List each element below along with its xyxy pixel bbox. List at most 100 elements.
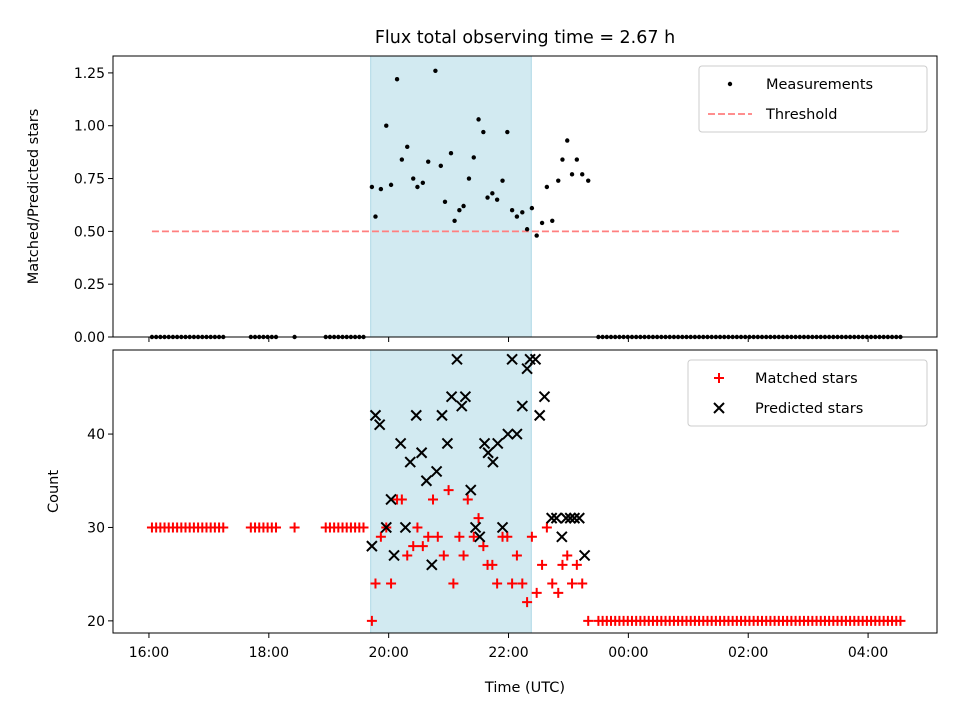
measurement-point — [520, 210, 525, 215]
measurement-point — [373, 214, 378, 219]
measurement-point — [466, 176, 472, 181]
predicted-star-point — [436, 409, 448, 422]
predicted-star-point — [529, 353, 542, 366]
measurement-point — [539, 220, 545, 226]
measurement-point — [529, 205, 535, 211]
matched-star-point — [562, 550, 573, 561]
matched-star-point — [443, 485, 454, 496]
matched-star-point — [412, 522, 423, 533]
matched-star-point — [408, 541, 419, 552]
legend-label: Predicted stars — [755, 401, 863, 417]
predicted-star-point — [369, 409, 382, 422]
predicted-star-point — [516, 400, 529, 412]
top-axes-frame — [112, 55, 938, 338]
measurement-point — [485, 195, 490, 200]
x-tick-label: 02:00 — [728, 645, 768, 661]
matched-star-point — [454, 531, 465, 542]
predicted-star-point — [511, 428, 523, 440]
measurement-point — [442, 199, 448, 204]
matched-star-point — [511, 550, 522, 561]
predicted-star-point — [366, 540, 378, 552]
top-legend: Measurements Threshold — [698, 65, 928, 133]
bottom-axes-frame — [112, 349, 938, 634]
predicted-star-point — [380, 521, 392, 534]
x-tick-label: 00:00 — [608, 645, 648, 661]
matched-star-point — [522, 597, 533, 608]
matched-star-point — [370, 578, 381, 589]
x-tick-label: 22:00 — [488, 645, 528, 661]
matched-star-point — [547, 578, 558, 589]
matched-star-point — [386, 578, 397, 589]
matched-star-point — [571, 559, 582, 570]
top-y-tick-label: 0.75 — [74, 172, 105, 188]
predicted-star-point — [394, 437, 407, 450]
measurement-point — [544, 184, 550, 190]
measurement-point — [500, 178, 505, 183]
measurement-point — [514, 214, 520, 219]
legend-marker-predicted — [713, 402, 725, 414]
bottom-observing-window — [370, 349, 532, 634]
bottom-series-1 — [366, 353, 591, 571]
predicted-star-point — [399, 521, 412, 534]
predicted-star-point — [556, 531, 568, 543]
x-tick-label: 20:00 — [368, 645, 408, 661]
measurement-point — [574, 157, 580, 162]
bottom-panel: 20 30 40 Count 16:00 18:00 20:00 22:00 00:00 02:0… — [46, 349, 938, 661]
matched-star-point — [478, 541, 489, 552]
matched-star-point — [448, 578, 459, 589]
predicted-star-point — [506, 353, 518, 366]
measurement-point — [490, 191, 495, 196]
measurement-point — [471, 155, 476, 160]
x-tick-label: 18:00 — [249, 645, 289, 661]
measurement-point — [569, 172, 575, 177]
matched-star-point — [487, 559, 498, 570]
predicted-star-point — [388, 549, 400, 562]
predicted-star-point — [538, 390, 551, 403]
figure-title: Flux total observing time = 2.67 h — [375, 28, 675, 48]
predicted-star-point — [521, 362, 533, 375]
measurement-point — [461, 203, 466, 209]
measurement-point — [550, 218, 555, 223]
measurement-point — [415, 184, 420, 190]
top-observing-window — [370, 55, 532, 338]
measurement-point — [509, 208, 515, 213]
measurement-point — [394, 77, 400, 82]
measurement-point — [494, 197, 500, 202]
matched-star-point — [583, 615, 594, 626]
bottom-y-tick-label: 40 — [87, 427, 105, 443]
matched-star-point — [366, 615, 377, 626]
predicted-star-point — [573, 512, 585, 524]
matched-star-point — [375, 531, 386, 542]
top-y-tick-label: 0.00 — [74, 330, 105, 346]
top-y-tick-label: 0.50 — [74, 224, 105, 240]
predicted-star-point — [478, 437, 491, 450]
measurement-point — [433, 68, 438, 73]
matched-star-point — [432, 531, 443, 542]
matched-star-point — [428, 494, 439, 505]
predicted-star-point — [578, 549, 591, 562]
legend-marker-measurements — [727, 81, 733, 87]
bottom-y-tick-label: 20 — [87, 614, 105, 630]
measurement-point — [560, 157, 565, 162]
measurement-point — [476, 117, 481, 122]
matched-star-point — [567, 578, 578, 589]
bottom-y-tick-label: 30 — [87, 520, 105, 536]
measurement-point — [556, 178, 561, 183]
matched-star-point — [396, 494, 407, 505]
bottom-legend-box — [687, 359, 928, 427]
measurement-point — [405, 144, 410, 150]
predicted-star-point — [410, 409, 422, 422]
predicted-star-point — [404, 456, 416, 468]
matched-star-point — [557, 559, 568, 570]
x-axis-label: Time (UTC) — [484, 680, 565, 696]
predicted-star-point — [487, 456, 499, 468]
predicted-star-point — [533, 409, 546, 422]
measurement-point — [426, 159, 431, 164]
measurement-point — [399, 157, 405, 162]
predicted-star-point — [420, 475, 433, 487]
matched-star-point — [417, 541, 428, 552]
predicted-star-point — [560, 512, 572, 524]
matched-star-point — [507, 578, 518, 589]
matched-star-point — [218, 522, 229, 533]
predicted-star-point — [430, 465, 443, 478]
